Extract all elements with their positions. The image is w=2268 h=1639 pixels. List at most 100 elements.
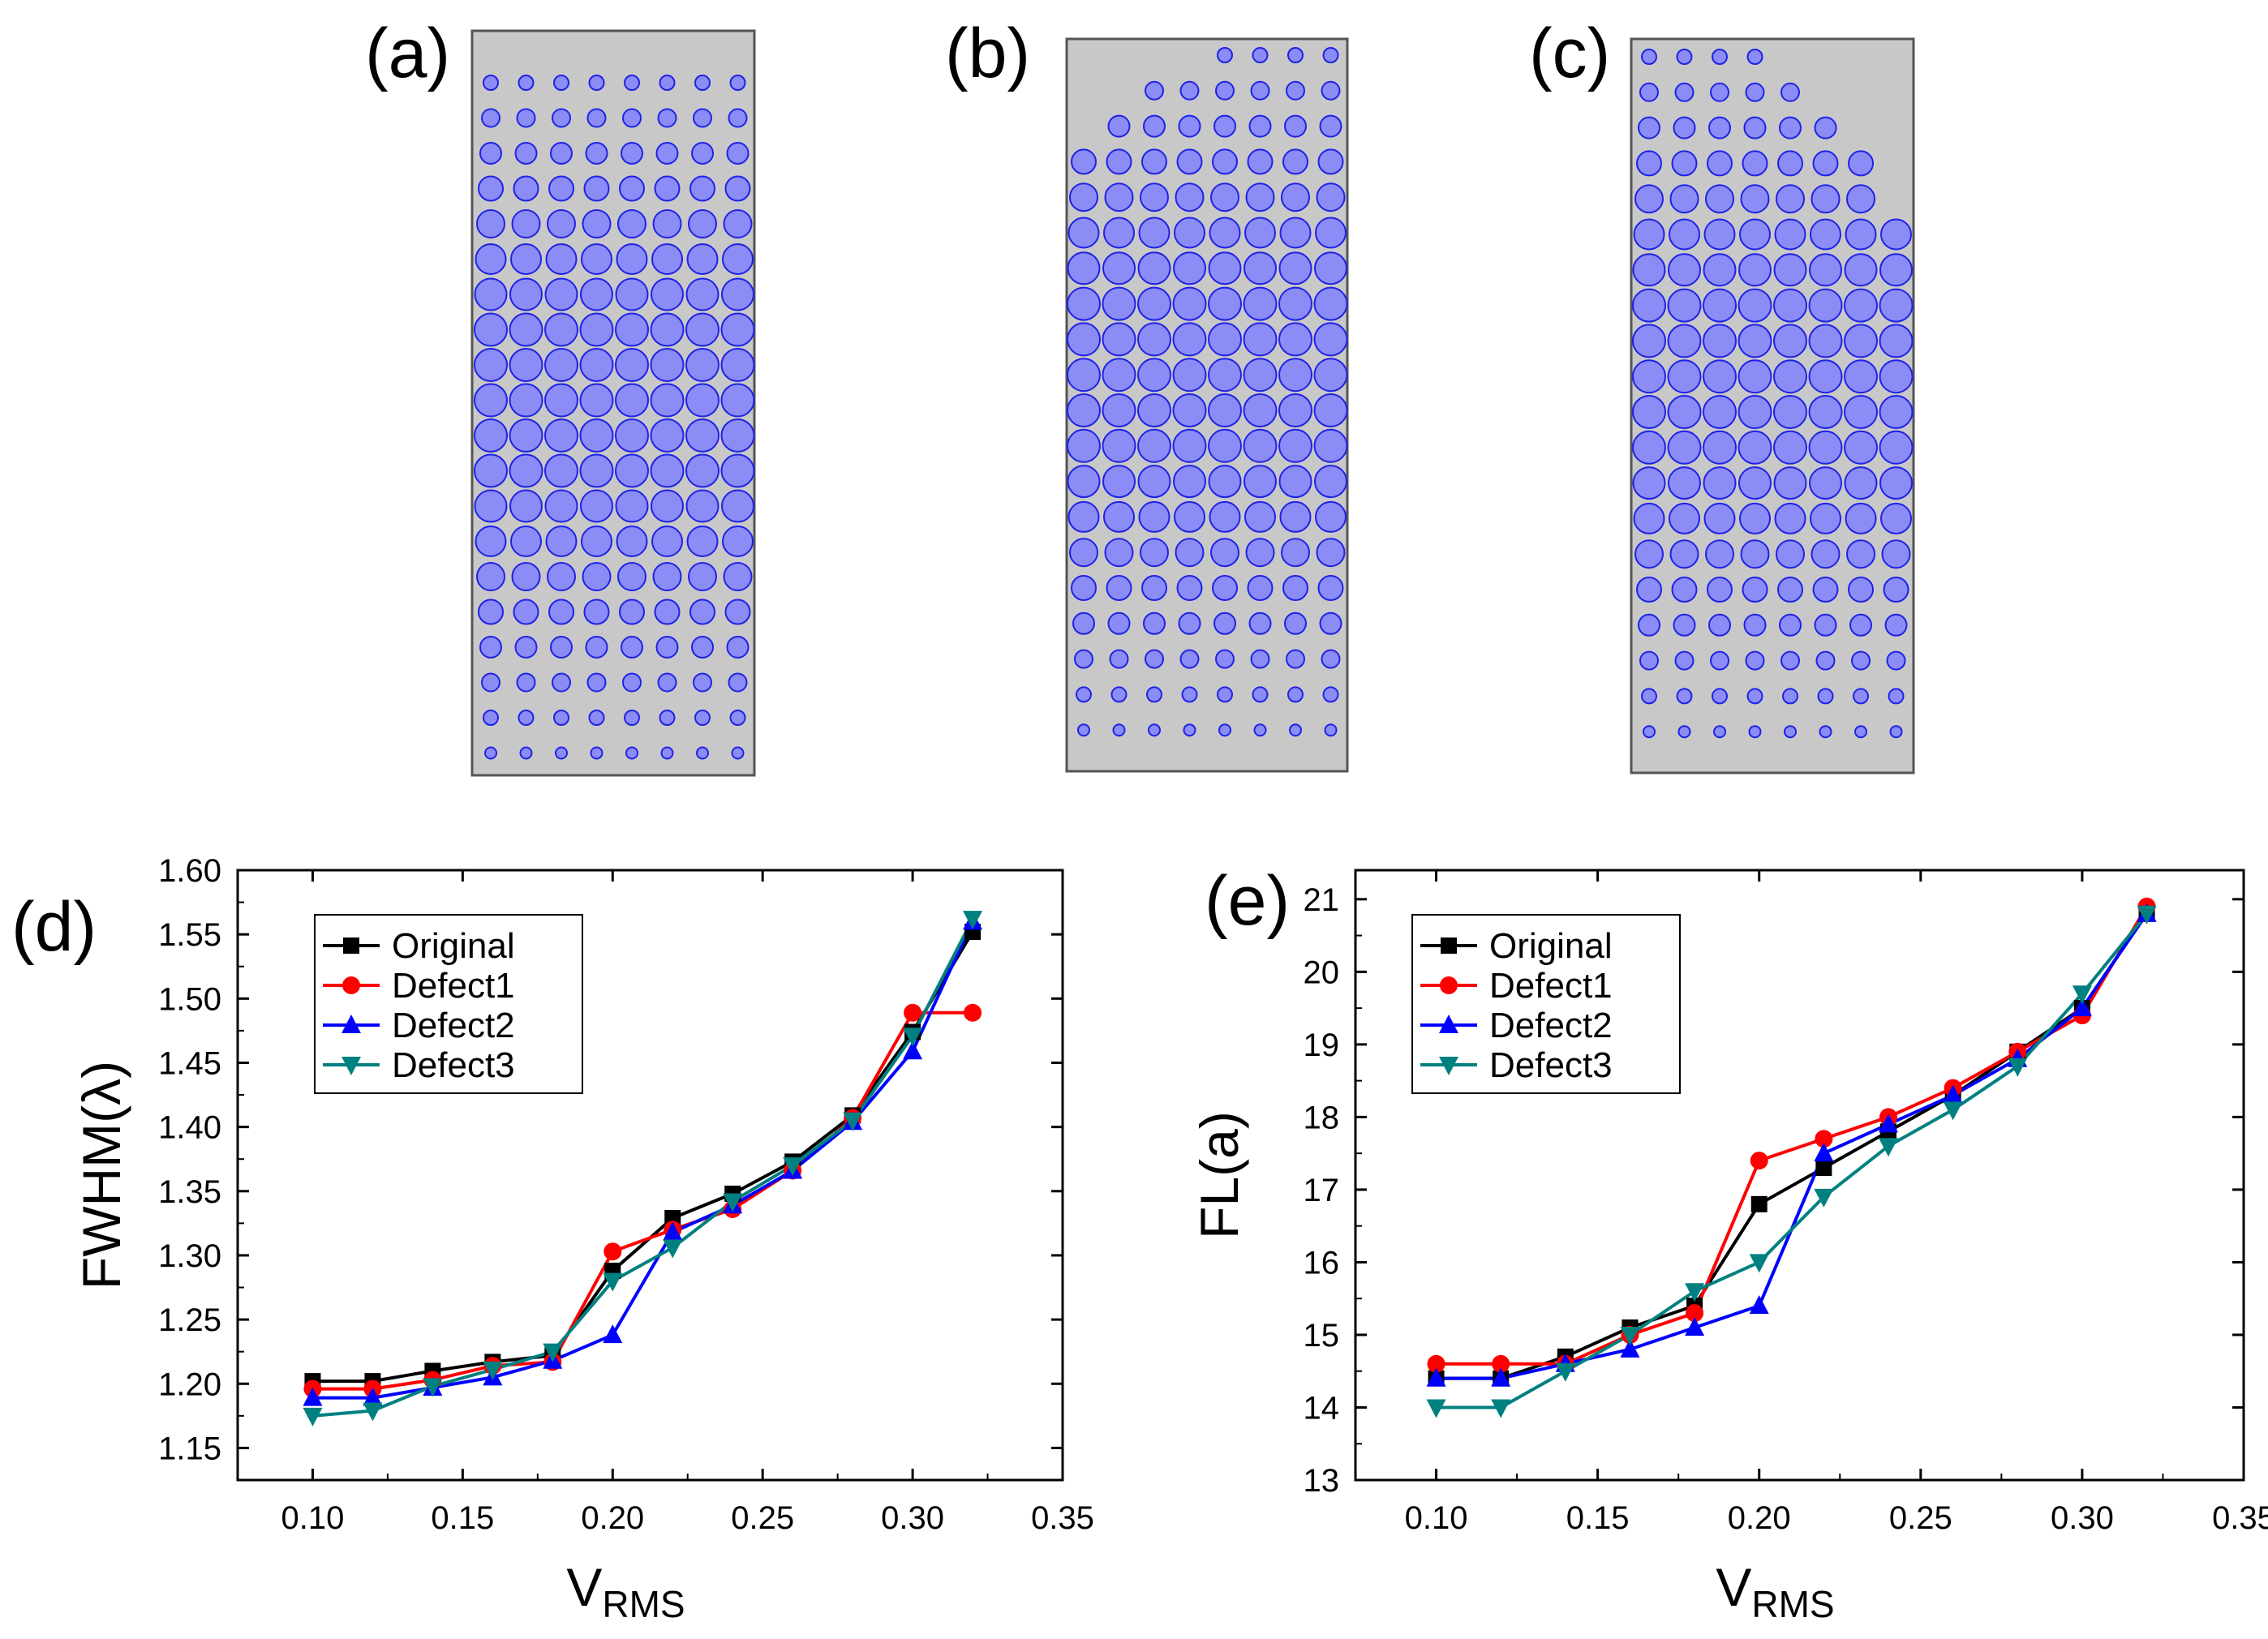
lens-element — [585, 142, 608, 165]
legend-marker-defect2 — [1439, 1015, 1458, 1033]
lens-element — [544, 489, 578, 523]
lens-element — [579, 383, 614, 418]
lens-element — [1633, 502, 1665, 534]
lens-element — [1102, 322, 1136, 357]
lens-element — [1780, 650, 1800, 671]
lens-element — [1284, 611, 1307, 635]
lens-element — [553, 75, 569, 91]
lens-element — [1103, 500, 1135, 533]
lens-element — [654, 175, 681, 202]
lens-element — [1745, 82, 1765, 102]
lens-element — [1846, 539, 1875, 569]
lens-element — [720, 418, 755, 453]
lens-element — [510, 526, 542, 557]
lens-element — [1248, 114, 1272, 138]
lens-element — [1819, 725, 1832, 739]
lens-element — [1067, 251, 1101, 285]
lens-element — [1773, 288, 1807, 323]
lens-element — [1844, 359, 1878, 394]
lens-element — [1632, 253, 1666, 287]
lens-element — [1844, 466, 1878, 500]
lens-element — [1279, 500, 1312, 533]
lens-element — [1708, 116, 1731, 139]
lens-element — [1668, 253, 1701, 287]
lens-element — [1776, 184, 1805, 214]
lens-element — [1278, 465, 1312, 499]
lens-element — [685, 383, 719, 418]
lens-element — [1287, 686, 1304, 703]
lens-element — [1817, 688, 1834, 705]
lens-element — [1172, 358, 1207, 393]
lens-element — [476, 209, 505, 238]
lens-element — [685, 453, 719, 488]
lens-element — [1286, 80, 1305, 101]
lens-element — [509, 312, 543, 347]
lens-element — [617, 562, 646, 591]
lens-element — [552, 108, 571, 128]
lens-element — [1279, 217, 1312, 249]
lens-element — [586, 108, 607, 128]
lens-element — [1278, 358, 1312, 393]
data-point-defect3 — [303, 1407, 323, 1427]
lens-element — [1703, 359, 1737, 394]
chart-d: 1.15 1.20 1.25 1.30 1.35 1.40 1.45 1.50 1.55 1.60… — [71, 853, 1094, 1625]
lens-element — [1208, 251, 1242, 285]
lens-element — [519, 746, 533, 760]
lens-element — [1880, 502, 1912, 534]
lens-element — [1208, 286, 1242, 321]
lens-element — [1846, 184, 1875, 214]
x-tick-label: 0.25 — [731, 1500, 794, 1536]
lens-element — [660, 746, 674, 760]
lens-element — [509, 418, 543, 453]
lens-element — [1102, 358, 1136, 393]
lens-element — [1315, 500, 1347, 533]
lens-element — [1738, 395, 1772, 429]
y-tick-label: 16 — [1304, 1245, 1340, 1281]
data-point-defect3 — [1491, 1399, 1511, 1418]
data-point-defect2 — [603, 1324, 623, 1344]
lens-element — [518, 75, 535, 91]
lens-element — [1808, 359, 1843, 394]
lens-element — [1812, 577, 1839, 603]
lens-element — [1172, 428, 1207, 463]
lens-element — [1208, 465, 1242, 499]
legend-label-defect2: Defect2 — [1489, 1006, 1613, 1045]
lens-element — [1208, 322, 1242, 357]
lens-element — [509, 489, 543, 523]
legend-label-defect2: Defect2 — [392, 1006, 515, 1045]
lens-element — [1814, 613, 1837, 637]
lens-element — [1710, 82, 1729, 102]
lens-element — [579, 348, 614, 382]
lens-element — [1148, 723, 1161, 737]
lens-element — [650, 383, 685, 418]
lens-element — [1244, 500, 1276, 533]
lens-element — [1173, 251, 1206, 285]
lens-element — [1641, 49, 1657, 65]
lens-element — [720, 348, 755, 382]
lens-element — [1137, 465, 1171, 499]
lens-element — [625, 746, 638, 760]
lens-element — [1844, 395, 1878, 429]
lens-element — [1072, 611, 1095, 635]
lens-element — [693, 108, 712, 128]
lens-element — [1247, 148, 1274, 175]
lens-element — [615, 489, 649, 523]
lens-element — [513, 599, 539, 625]
lens-element — [615, 383, 649, 418]
lens-element — [729, 75, 746, 91]
data-point-defect2 — [1943, 1084, 1963, 1104]
series-line-defect3 — [1436, 912, 2149, 1409]
lens-element — [1289, 723, 1302, 737]
lens-element — [590, 746, 604, 760]
lens-element — [655, 142, 679, 165]
lens-element — [1854, 725, 1867, 739]
data-point-original — [1750, 1195, 1768, 1212]
lens-element — [1102, 393, 1136, 427]
lens-element — [1632, 395, 1666, 429]
lens-element — [1253, 723, 1267, 737]
lens-element — [1848, 150, 1874, 177]
lens-element — [1146, 686, 1162, 703]
lens-element — [1208, 393, 1242, 427]
lens-element — [1844, 253, 1878, 287]
